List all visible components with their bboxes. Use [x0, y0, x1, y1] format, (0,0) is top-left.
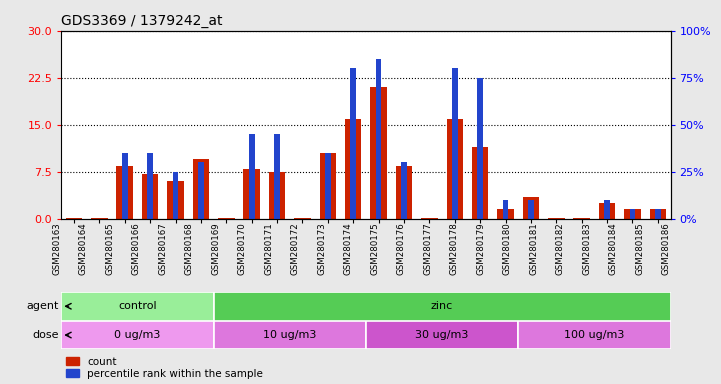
Text: GSM280168: GSM280168	[185, 223, 194, 275]
Bar	[61, 321, 213, 349]
Text: agent: agent	[27, 301, 58, 311]
Text: GSM280166: GSM280166	[132, 223, 141, 275]
Legend: count, percentile rank within the sample: count, percentile rank within the sample	[66, 357, 263, 379]
Bar	[604, 200, 610, 219]
Bar	[503, 200, 508, 219]
Bar	[366, 321, 518, 349]
Text: zinc: zinc	[431, 301, 454, 311]
Bar	[345, 119, 361, 219]
Bar	[477, 78, 483, 219]
Text: GSM280180: GSM280180	[503, 223, 512, 275]
Bar	[518, 321, 671, 349]
Text: control: control	[118, 301, 156, 311]
Text: GSM280184: GSM280184	[609, 223, 618, 275]
Bar	[66, 218, 82, 219]
Text: GSM280170: GSM280170	[238, 223, 247, 275]
Text: GSM280165: GSM280165	[105, 223, 114, 275]
Bar	[523, 197, 539, 219]
Text: GSM280183: GSM280183	[582, 223, 591, 275]
Bar	[497, 210, 514, 219]
Bar	[650, 210, 666, 219]
Text: GSM280178: GSM280178	[450, 223, 459, 275]
Bar	[294, 218, 311, 219]
Bar	[446, 119, 463, 219]
Text: dose: dose	[32, 330, 58, 340]
Bar	[548, 218, 565, 219]
Bar	[198, 162, 204, 219]
Text: GSM280172: GSM280172	[291, 223, 300, 275]
Bar	[629, 210, 635, 219]
Bar	[350, 68, 356, 219]
Bar	[269, 172, 286, 219]
Bar	[213, 321, 366, 349]
Bar	[213, 292, 671, 321]
Text: GSM280177: GSM280177	[423, 223, 432, 275]
Bar	[142, 174, 159, 219]
Bar	[249, 134, 255, 219]
Bar	[396, 166, 412, 219]
Text: GSM280181: GSM280181	[529, 223, 538, 275]
Text: GSM280174: GSM280174	[344, 223, 353, 275]
Bar	[325, 153, 331, 219]
Bar	[117, 166, 133, 219]
Bar	[573, 218, 590, 219]
Text: GSM280179: GSM280179	[476, 223, 485, 275]
Bar	[452, 68, 458, 219]
Bar	[274, 134, 280, 219]
Text: 0 ug/m3: 0 ug/m3	[114, 330, 161, 340]
Text: GDS3369 / 1379242_at: GDS3369 / 1379242_at	[61, 14, 223, 28]
Text: GSM280167: GSM280167	[158, 223, 167, 275]
Bar	[599, 203, 615, 219]
Bar	[147, 153, 153, 219]
Text: 30 ug/m3: 30 ug/m3	[415, 330, 469, 340]
Bar	[193, 159, 209, 219]
Text: GSM280169: GSM280169	[211, 223, 220, 275]
Bar	[319, 153, 336, 219]
Bar	[218, 218, 234, 219]
Bar	[528, 200, 534, 219]
Bar	[472, 147, 488, 219]
Text: GSM280186: GSM280186	[662, 223, 671, 275]
Bar	[401, 162, 407, 219]
Text: GSM280185: GSM280185	[635, 223, 644, 275]
Text: GSM280176: GSM280176	[397, 223, 406, 275]
Bar	[371, 87, 387, 219]
Text: GSM280163: GSM280163	[53, 223, 61, 275]
Bar	[167, 181, 184, 219]
Text: GSM280164: GSM280164	[79, 223, 88, 275]
Bar	[61, 292, 213, 321]
Bar	[91, 218, 107, 219]
Bar	[122, 153, 128, 219]
Text: GSM280182: GSM280182	[556, 223, 565, 275]
Text: 10 ug/m3: 10 ug/m3	[263, 330, 317, 340]
Bar	[244, 169, 260, 219]
Bar	[421, 218, 438, 219]
Bar	[655, 210, 660, 219]
Text: GSM280173: GSM280173	[317, 223, 326, 275]
Text: GSM280171: GSM280171	[264, 223, 273, 275]
Bar	[172, 172, 178, 219]
Bar	[624, 210, 641, 219]
Bar	[376, 59, 381, 219]
Text: GSM280175: GSM280175	[370, 223, 379, 275]
Text: 100 ug/m3: 100 ug/m3	[565, 330, 624, 340]
